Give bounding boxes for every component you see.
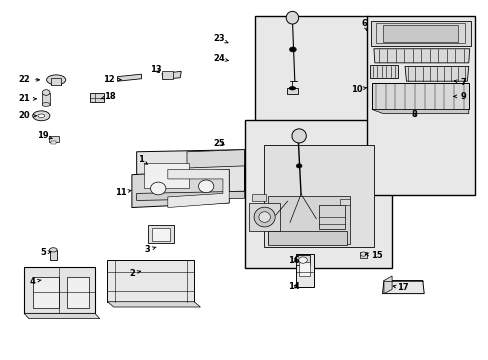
Text: 1: 1 xyxy=(137,155,147,164)
Polygon shape xyxy=(186,150,244,168)
Text: 8: 8 xyxy=(411,110,417,119)
Ellipse shape xyxy=(291,129,305,143)
Text: 7: 7 xyxy=(453,78,465,87)
Ellipse shape xyxy=(298,257,306,263)
Polygon shape xyxy=(383,276,391,294)
Text: 13: 13 xyxy=(150,66,162,75)
Polygon shape xyxy=(383,25,457,42)
Ellipse shape xyxy=(288,86,295,90)
Bar xyxy=(366,15,473,195)
Bar xyxy=(49,136,59,142)
Bar xyxy=(318,205,345,229)
Bar xyxy=(286,88,298,94)
Polygon shape xyxy=(137,191,244,201)
Polygon shape xyxy=(371,83,468,109)
Text: 10: 10 xyxy=(350,85,366,94)
Text: 21: 21 xyxy=(18,94,36,103)
Bar xyxy=(51,78,61,85)
Bar xyxy=(251,194,265,201)
Polygon shape xyxy=(371,109,468,114)
Text: 24: 24 xyxy=(213,54,228,63)
Polygon shape xyxy=(359,252,366,258)
Polygon shape xyxy=(369,65,397,78)
Ellipse shape xyxy=(285,12,298,24)
Bar xyxy=(151,228,169,241)
Polygon shape xyxy=(382,280,424,294)
Ellipse shape xyxy=(150,182,165,195)
Text: 11: 11 xyxy=(115,188,131,197)
Text: 14: 14 xyxy=(288,282,300,291)
Text: 9: 9 xyxy=(453,92,465,101)
Text: 22: 22 xyxy=(18,75,40,84)
Bar xyxy=(295,255,313,287)
Ellipse shape xyxy=(49,248,57,252)
Bar xyxy=(33,277,59,308)
Polygon shape xyxy=(107,260,194,302)
Polygon shape xyxy=(132,170,229,207)
Bar xyxy=(267,231,346,245)
Ellipse shape xyxy=(360,252,366,256)
Bar xyxy=(340,199,349,205)
Bar xyxy=(249,203,280,231)
Polygon shape xyxy=(137,150,244,193)
Text: 3: 3 xyxy=(144,246,156,255)
Text: 20: 20 xyxy=(18,111,36,120)
Polygon shape xyxy=(24,267,95,313)
Bar xyxy=(263,145,373,247)
Text: 23: 23 xyxy=(213,34,227,43)
Text: 17: 17 xyxy=(392,283,408,292)
Text: 4: 4 xyxy=(30,277,41,286)
Polygon shape xyxy=(404,66,468,81)
Text: 15: 15 xyxy=(365,251,382,260)
Bar xyxy=(298,262,309,276)
Polygon shape xyxy=(370,21,470,46)
Bar xyxy=(67,277,89,308)
Bar xyxy=(162,71,172,80)
Ellipse shape xyxy=(258,212,270,222)
Bar xyxy=(143,163,189,189)
Bar xyxy=(147,225,174,243)
Text: 19: 19 xyxy=(38,131,52,140)
Polygon shape xyxy=(373,49,469,63)
Polygon shape xyxy=(167,170,229,207)
Ellipse shape xyxy=(46,75,65,85)
Bar xyxy=(254,15,367,131)
Text: 2: 2 xyxy=(129,269,140,278)
Bar xyxy=(244,120,391,268)
Bar xyxy=(295,255,309,265)
Bar xyxy=(51,141,56,144)
Text: 18: 18 xyxy=(101,91,115,100)
Polygon shape xyxy=(268,196,349,243)
Text: 25: 25 xyxy=(213,139,224,148)
Text: 5: 5 xyxy=(41,248,51,257)
Text: 16: 16 xyxy=(288,256,300,265)
Text: 12: 12 xyxy=(103,75,121,84)
Ellipse shape xyxy=(296,164,302,168)
Bar xyxy=(90,93,103,102)
Polygon shape xyxy=(162,71,181,80)
Ellipse shape xyxy=(42,102,50,107)
Ellipse shape xyxy=(38,114,44,118)
Text: 6: 6 xyxy=(361,19,366,31)
Ellipse shape xyxy=(198,180,213,193)
Polygon shape xyxy=(107,302,200,307)
Ellipse shape xyxy=(254,207,275,227)
Polygon shape xyxy=(50,250,57,260)
Polygon shape xyxy=(117,74,141,81)
Ellipse shape xyxy=(42,90,50,95)
Ellipse shape xyxy=(289,47,296,52)
Polygon shape xyxy=(24,313,100,319)
Ellipse shape xyxy=(33,111,50,121)
Bar xyxy=(42,93,50,104)
